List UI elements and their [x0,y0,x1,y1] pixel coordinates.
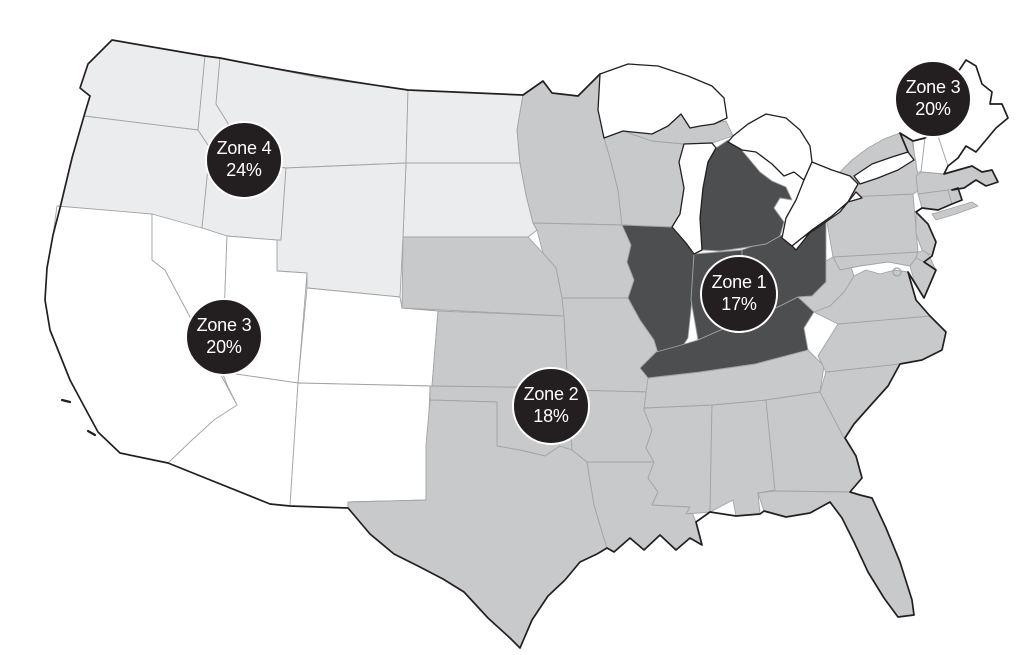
state-kentucky [639,296,815,379]
zone-marker-label: Zone 3 [905,77,961,98]
zone-marker-zone4: Zone 4 24% [205,121,283,199]
zone-marker-share: 17% [721,294,757,314]
state-nebraska [401,236,565,317]
zone-marker-share: 20% [915,99,951,119]
great-lakes [597,63,915,255]
zone-marker-share: 18% [533,406,569,426]
washington-dc-marker [892,267,902,277]
us-border-outline [44,39,1009,649]
lake-michigan [671,142,717,255]
state-shapes [44,39,1009,649]
state-wyoming [276,162,407,298]
zone-marker-zone2: Zone 2 18% [512,367,590,445]
zone-marker-share: 24% [226,160,262,180]
zone-marker-zone3-east: Zone 3 20% [894,60,972,138]
lake-ontario [853,151,915,185]
state-south-dakota [402,162,538,238]
state-new-mexico [289,382,431,509]
zone2-region [347,73,999,649]
zone-marker-label: Zone 4 [216,138,272,159]
state-north-dakota [405,89,524,164]
zone1-region [621,139,827,379]
channel-islands [60,398,97,437]
lake-superior [597,63,728,139]
zone-marker-share: 20% [206,337,242,357]
lake-erie [791,191,863,251]
zone-marker-label: Zone 3 [196,315,252,336]
zone-marker-label: Zone 2 [523,384,579,405]
zone-marker-zone3-west: Zone 3 20% [185,298,263,376]
long-island [931,201,979,221]
state-north-carolina [817,315,947,373]
zone-marker-label: Zone 1 [711,272,767,293]
zone-marker-zone1: Zone 1 17% [700,255,778,333]
